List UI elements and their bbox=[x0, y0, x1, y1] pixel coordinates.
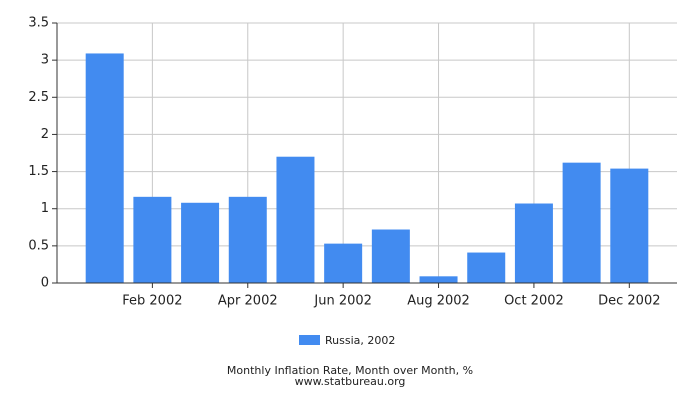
x-tick-label: Oct 2002 bbox=[504, 294, 564, 309]
y-tick-label: 1 bbox=[41, 201, 49, 216]
bar bbox=[562, 162, 601, 283]
bar bbox=[133, 196, 172, 283]
chart-subtitle: www.statbureau.org bbox=[295, 375, 406, 388]
chart-title: Monthly Inflation Rate, Month over Month… bbox=[227, 364, 473, 377]
bar bbox=[228, 196, 267, 283]
x-tick-label: Feb 2002 bbox=[122, 294, 182, 309]
legend-label: Russia, 2002 bbox=[325, 334, 395, 347]
bar bbox=[419, 276, 458, 283]
y-tick-label: 2.5 bbox=[28, 90, 49, 105]
legend-swatch bbox=[299, 335, 320, 345]
bar bbox=[514, 203, 553, 283]
bar bbox=[276, 156, 315, 283]
x-tick-label: Aug 2002 bbox=[407, 294, 470, 309]
x-tick-label: Dec 2002 bbox=[598, 294, 660, 309]
x-tick-label: Apr 2002 bbox=[218, 294, 278, 309]
bar bbox=[85, 53, 124, 284]
y-tick-label: 3 bbox=[41, 53, 49, 68]
y-tick-label: 2 bbox=[41, 127, 49, 142]
y-tick-label: 1.5 bbox=[28, 164, 49, 179]
bar bbox=[610, 168, 649, 283]
y-tick-label: 0.5 bbox=[28, 238, 49, 253]
x-tick-label: Jun 2002 bbox=[313, 294, 372, 309]
bar bbox=[371, 229, 410, 283]
bar bbox=[324, 243, 363, 283]
y-tick-label: 0 bbox=[41, 276, 49, 291]
y-tick-label: 3.5 bbox=[28, 16, 49, 31]
bar bbox=[467, 252, 506, 283]
bar bbox=[181, 202, 220, 283]
